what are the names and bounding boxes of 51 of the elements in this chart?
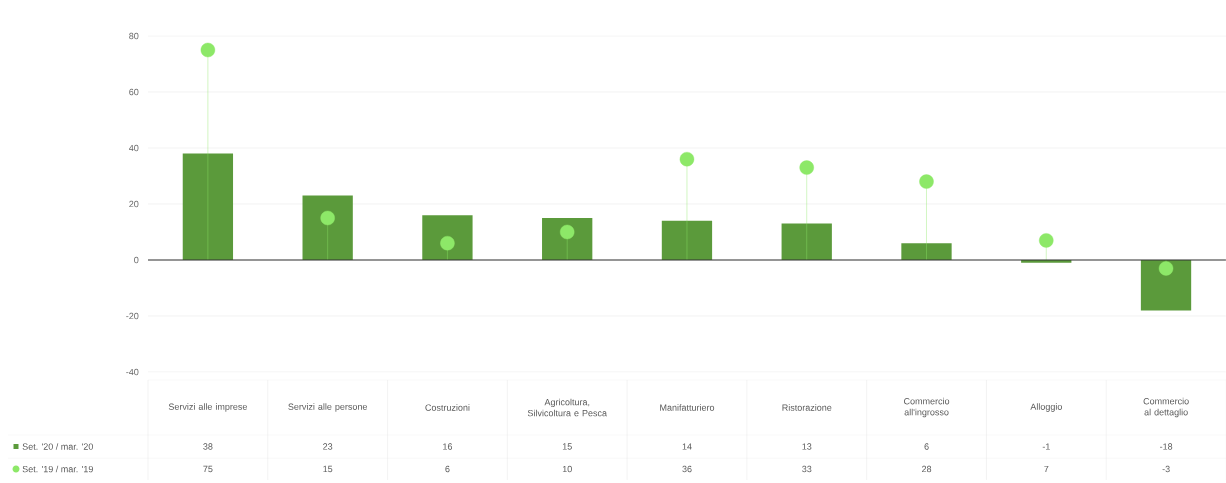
x-tick-label: Costruzioni <box>425 404 470 411</box>
x-tick-label: Commercio all'ingrosso <box>904 397 950 418</box>
y-tick-label: 20 <box>129 200 139 208</box>
bar <box>781 223 832 260</box>
point <box>1039 233 1054 248</box>
data-label: -3 <box>1162 465 1170 473</box>
y-tick-label: 40 <box>129 144 139 152</box>
legend-label: Set. '20 / mar. '20 <box>22 443 93 450</box>
legend-label: Set. '19 / mar. '19 <box>22 465 93 473</box>
data-label: -18 <box>1160 443 1173 450</box>
x-tick-label: Agricoltura, Silvicoltura e Pesca <box>527 398 607 417</box>
data-label: 15 <box>562 443 572 450</box>
data-label: 38 <box>203 443 213 450</box>
x-tick-label: Servizi alle imprese <box>168 403 247 412</box>
y-tick-label: -20 <box>126 312 139 320</box>
point <box>320 210 335 226</box>
point <box>919 174 934 189</box>
data-label: 13 <box>802 443 812 450</box>
point <box>200 42 216 58</box>
bar <box>302 195 353 260</box>
bar <box>542 218 593 260</box>
bar <box>182 153 234 260</box>
data-label: 33 <box>802 465 812 473</box>
x-tick-label: Servizi alle persone <box>288 403 368 412</box>
data-label: 7 <box>1044 465 1049 473</box>
data-label: -1 <box>1042 443 1050 450</box>
data-label: 36 <box>682 465 692 473</box>
data-label: 28 <box>922 465 932 473</box>
y-tick-label: 0 <box>134 256 139 264</box>
data-label: 16 <box>443 443 453 450</box>
data-label: 10 <box>562 465 572 473</box>
data-label: 23 <box>323 443 333 450</box>
y-tick-label: 60 <box>129 88 139 96</box>
bar <box>901 243 952 260</box>
y-tick-label: 80 <box>129 32 139 40</box>
point <box>799 160 814 175</box>
data-label: 14 <box>682 443 692 450</box>
data-label: 6 <box>924 443 929 450</box>
point <box>679 152 695 167</box>
x-tick-label: Alloggio <box>1030 403 1062 412</box>
bar <box>422 215 473 260</box>
bar <box>661 220 713 260</box>
x-tick-label: Ristorazione <box>782 404 832 411</box>
bar <box>1140 260 1192 311</box>
x-tick-label: Manifatturiero <box>660 404 715 411</box>
data-label: 15 <box>323 465 333 473</box>
x-tick-label: Commercio al dettaglio <box>1143 397 1189 418</box>
data-label: 6 <box>445 465 450 473</box>
y-tick-label: -40 <box>126 368 139 376</box>
data-label: 75 <box>203 465 213 473</box>
point <box>1158 261 1174 276</box>
